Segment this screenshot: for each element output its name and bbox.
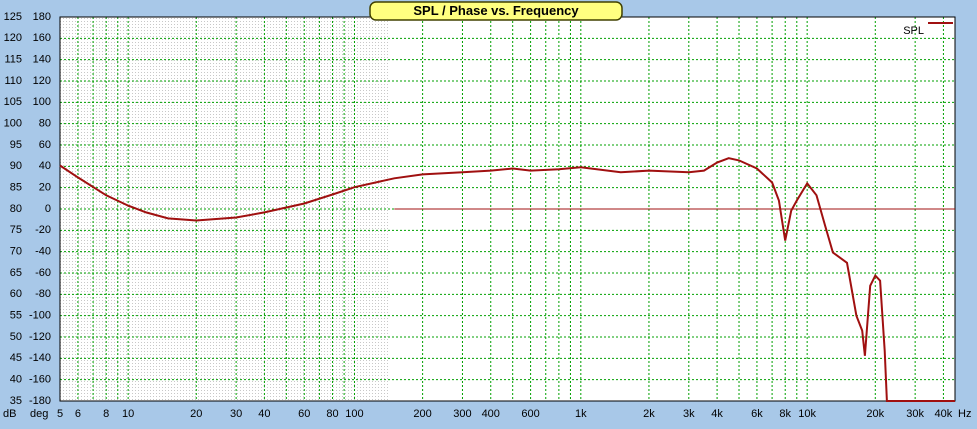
x-tick-label: 1k [575,408,587,420]
x-tick-label: 4k [711,408,723,420]
y-tick-label: 50 [10,331,22,343]
y2-tick-label: -140 [29,352,51,364]
x-tick-label: 300 [453,408,471,420]
y2-tick-label: -60 [35,267,51,279]
y-tick-label: 40 [10,374,22,386]
x-unit: Hz [958,408,971,420]
y-tick-label: 85 [10,182,22,194]
x-tick-label: 100 [345,408,363,420]
x-tick-label: 8k [779,408,791,420]
y-tick-label: 95 [10,139,22,151]
y2-tick-label: 140 [33,54,51,66]
y2-tick-label: 120 [33,75,51,87]
x-tick-label: 40k [935,408,953,420]
x-tick-label: 20k [866,408,884,420]
y2-tick-label: -100 [29,310,51,322]
y2-tick-label: 80 [39,118,51,130]
y2-tick-label: -180 [29,395,51,407]
x-tick-label: 80 [326,408,338,420]
y-tick-label: 35 [10,395,22,407]
y2-unit: deg [30,408,48,420]
y2-tick-label: 180 [33,11,51,23]
x-tick-label: 6 [75,408,81,420]
x-tick-label: 200 [413,408,431,420]
title-box [369,1,623,21]
x-tick-label: 60 [298,408,310,420]
y2-tick-label: -80 [35,288,51,300]
y-tick-label: 100 [4,118,22,130]
y-tick-label: 65 [10,267,22,279]
x-tick-label: 2k [643,408,655,420]
y2-tick-label: 20 [39,182,51,194]
x-tick-label: 30 [230,408,242,420]
y2-tick-label: -120 [29,331,51,343]
y-tick-label: 45 [10,352,22,364]
x-tick-label: 400 [482,408,500,420]
y-tick-label: 55 [10,310,22,322]
x-tick-label: 600 [521,408,539,420]
series-line [59,157,955,402]
y2-tick-label: 160 [33,32,51,44]
y-tick-label: 110 [4,75,22,87]
x-tick-label: 20 [190,408,202,420]
x-tick-label: 10k [798,408,816,420]
y-tick-label: 90 [10,160,22,172]
x-tick-label: 8 [103,408,109,420]
y2-tick-label: -40 [35,246,51,258]
y-unit: dB [3,408,16,420]
y2-tick-label: 60 [39,139,51,151]
x-tick-label: 30k [906,408,924,420]
y2-tick-label: 100 [33,96,51,108]
legend-label: SPL [903,25,924,37]
y2-tick-label: 40 [39,160,51,172]
y2-tick-label: 0 [45,203,51,215]
x-tick-label: 6k [751,408,763,420]
y-tick-label: 115 [4,54,22,66]
x-tick-label: 10 [122,408,134,420]
x-tick-label: 5 [57,408,63,420]
x-tick-label: 3k [683,408,695,420]
chart-title: SPL / Phase vs. Frequency [413,3,579,18]
y2-tick-label: -160 [29,374,51,386]
y-tick-label: 120 [4,32,22,44]
y-tick-label: 75 [10,224,22,236]
y-tick-label: 125 [4,11,22,23]
y-tick-label: 70 [10,246,22,258]
y-tick-label: 80 [10,203,22,215]
y2-tick-label: -20 [35,224,51,236]
y-tick-label: 105 [4,96,22,108]
y-tick-label: 60 [10,288,22,300]
x-tick-label: 40 [258,408,270,420]
